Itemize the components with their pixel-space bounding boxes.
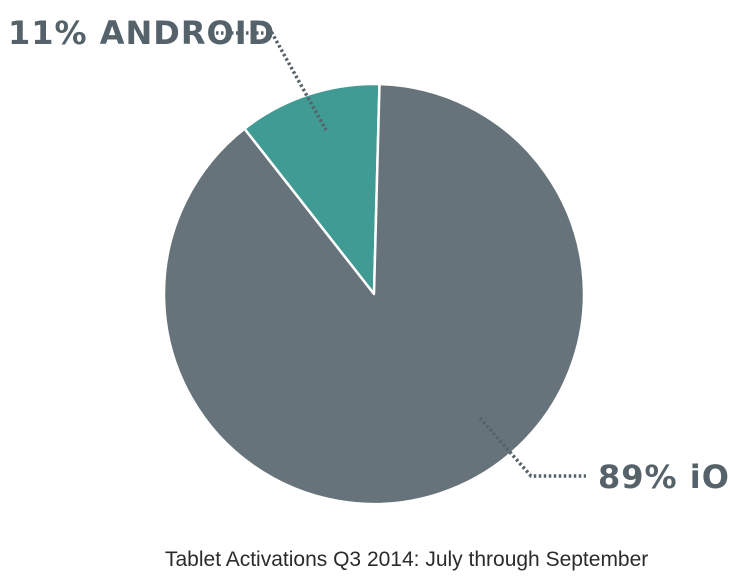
android-leader-line bbox=[216, 31, 328, 131]
pie-slices bbox=[162, 82, 586, 506]
ios-slice bbox=[162, 82, 586, 506]
android-label: 11% ANDROID bbox=[8, 14, 275, 52]
chart-caption: Tablet Activations Q3 2014: July through… bbox=[165, 548, 648, 571]
ios-label: 89% iOS bbox=[598, 458, 730, 496]
ios-leader-line bbox=[478, 416, 586, 478]
